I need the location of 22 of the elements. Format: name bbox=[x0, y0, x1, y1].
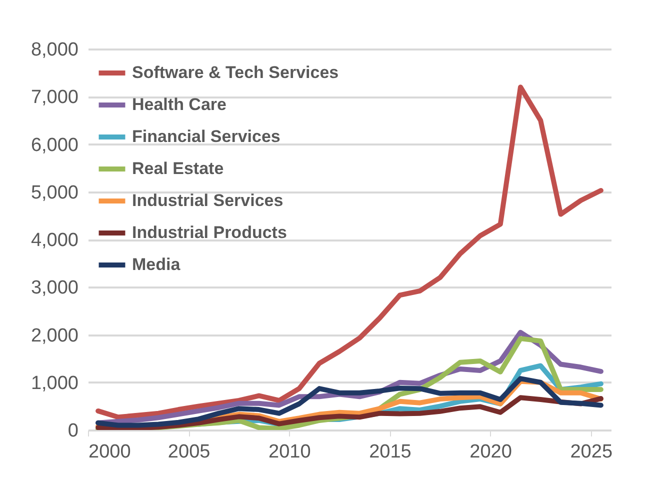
legend-label: Industrial Products bbox=[132, 223, 287, 242]
y-tick-label: 6,000 bbox=[30, 134, 78, 156]
x-tick-label: 2025 bbox=[570, 442, 613, 462]
y-tick-label: 5,000 bbox=[30, 182, 78, 204]
x-tick-label: 2020 bbox=[470, 442, 512, 462]
y-tick-label: 3,000 bbox=[30, 278, 78, 299]
x-tick-label: 2000 bbox=[88, 442, 131, 462]
y-tick-label: 4,000 bbox=[30, 230, 78, 251]
y-tick-label: 7,000 bbox=[30, 87, 78, 108]
legend-label: Media bbox=[132, 255, 181, 274]
legend-label: Health Care bbox=[132, 95, 226, 114]
legend-label: Real Estate bbox=[132, 159, 224, 178]
legend-label: Financial Services bbox=[132, 127, 280, 146]
y-tick-label: 1,000 bbox=[30, 372, 78, 394]
legend-label: Industrial Services bbox=[132, 191, 284, 210]
y-tick-label: 2,000 bbox=[30, 325, 78, 346]
x-tick-label: 2015 bbox=[369, 442, 412, 462]
legend-label: Software & Tech Services bbox=[132, 63, 339, 82]
x-tick-label: 2005 bbox=[168, 442, 210, 462]
x-tick-label: 2010 bbox=[268, 442, 311, 462]
y-tick-label: 0 bbox=[68, 420, 78, 442]
y-tick-label: 8,000 bbox=[30, 40, 78, 60]
